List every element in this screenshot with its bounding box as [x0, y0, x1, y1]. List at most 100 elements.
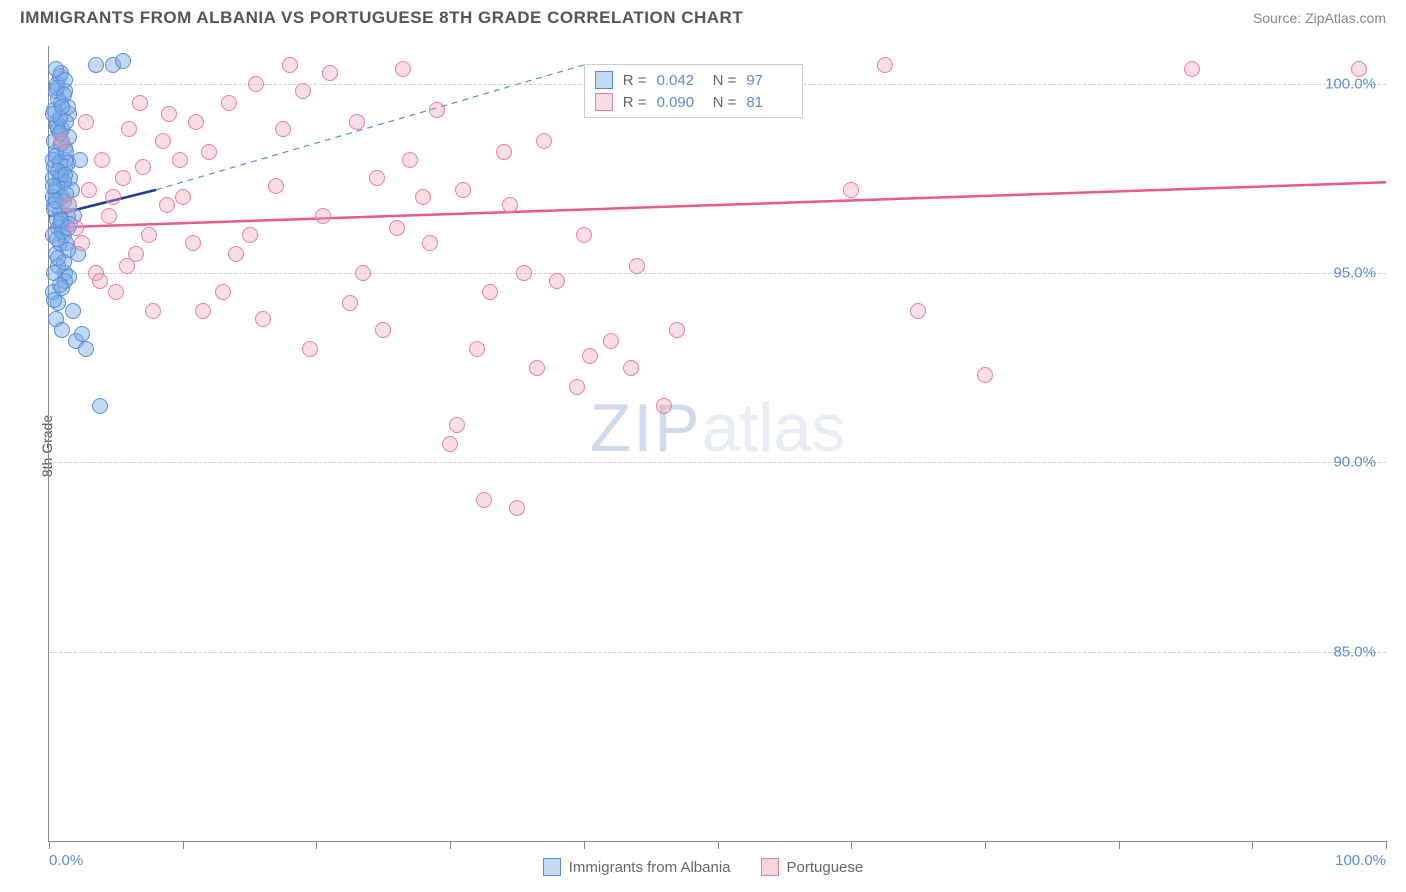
x-tick: [584, 841, 585, 849]
trend-lines: [49, 46, 1386, 841]
scatter-point: [88, 57, 104, 73]
scatter-point: [1184, 61, 1200, 77]
scatter-point: [282, 57, 298, 73]
scatter-point: [159, 197, 175, 213]
scatter-point: [115, 53, 131, 69]
scatter-point: [268, 178, 284, 194]
scatter-point: [603, 333, 619, 349]
scatter-point: [415, 189, 431, 205]
scatter-point: [275, 121, 291, 137]
scatter-point: [1351, 61, 1367, 77]
legend-swatch: [595, 71, 613, 89]
bottom-legend: Immigrants from AlbaniaPortuguese: [0, 858, 1406, 876]
scatter-point: [629, 258, 645, 274]
scatter-point: [175, 189, 191, 205]
scatter-point: [375, 322, 391, 338]
scatter-point: [389, 220, 405, 236]
watermark-zip: ZIP: [590, 390, 702, 466]
scatter-point: [576, 227, 592, 243]
scatter-point: [910, 303, 926, 319]
scatter-point: [623, 360, 639, 376]
r-label: R =: [623, 94, 647, 111]
scatter-point: [74, 326, 90, 342]
legend-swatch: [761, 858, 779, 876]
r-label: R =: [623, 72, 647, 89]
scatter-point: [582, 348, 598, 364]
y-tick-label: 100.0%: [1325, 75, 1376, 92]
n-value: 81: [746, 94, 792, 111]
x-tick: [985, 841, 986, 849]
correlation-legend: R =0.042N =97R =0.090N =81: [584, 64, 804, 118]
scatter-point: [52, 277, 68, 293]
legend-swatch: [543, 858, 561, 876]
scatter-point: [92, 398, 108, 414]
x-tick: [183, 841, 184, 849]
scatter-point: [78, 341, 94, 357]
grid-line: [49, 273, 1386, 274]
scatter-point: [50, 250, 66, 266]
source-prefix: Source:: [1253, 10, 1305, 26]
scatter-point: [78, 114, 94, 130]
scatter-point: [322, 65, 338, 81]
r-value: 0.042: [657, 72, 703, 89]
scatter-point: [442, 436, 458, 452]
scatter-point: [132, 95, 148, 111]
scatter-point: [569, 379, 585, 395]
scatter-point: [509, 500, 525, 516]
scatter-point: [669, 322, 685, 338]
scatter-point: [141, 227, 157, 243]
scatter-point: [349, 114, 365, 130]
r-value: 0.090: [657, 94, 703, 111]
scatter-point: [185, 235, 201, 251]
scatter-point: [121, 121, 137, 137]
scatter-point: [429, 102, 445, 118]
scatter-point: [228, 246, 244, 262]
scatter-point: [221, 95, 237, 111]
scatter-point: [422, 235, 438, 251]
scatter-point: [402, 152, 418, 168]
scatter-point: [172, 152, 188, 168]
scatter-point: [155, 133, 171, 149]
x-tick: [851, 841, 852, 849]
scatter-point: [115, 170, 131, 186]
scatter-point: [74, 235, 90, 251]
scatter-point: [342, 295, 358, 311]
n-label: N =: [713, 94, 737, 111]
scatter-point: [108, 284, 124, 300]
scatter-point: [94, 152, 110, 168]
legend-swatch: [595, 93, 613, 111]
scatter-point: [242, 227, 258, 243]
scatter-point: [248, 76, 264, 92]
scatter-point: [54, 133, 70, 149]
x-tick: [49, 841, 50, 849]
scatter-point: [369, 170, 385, 186]
chart-title: IMMIGRANTS FROM ALBANIA VS PORTUGUESE 8T…: [20, 8, 743, 28]
scatter-point: [469, 341, 485, 357]
scatter-point: [145, 303, 161, 319]
watermark: ZIPatlas: [590, 389, 845, 467]
scatter-point: [65, 303, 81, 319]
legend-row: R =0.042N =97: [595, 69, 793, 91]
scatter-point: [355, 265, 371, 281]
x-tick: [718, 841, 719, 849]
y-tick-label: 95.0%: [1333, 265, 1376, 282]
scatter-point: [161, 106, 177, 122]
scatter-point: [455, 182, 471, 198]
n-value: 97: [746, 72, 792, 89]
scatter-point: [529, 360, 545, 376]
scatter-point: [302, 341, 318, 357]
scatter-point: [72, 152, 88, 168]
scatter-point: [449, 417, 465, 433]
bottom-legend-item: Immigrants from Albania: [543, 858, 731, 876]
watermark-atlas: atlas: [702, 390, 846, 466]
scatter-point: [105, 189, 121, 205]
scatter-point: [119, 258, 135, 274]
x-tick: [450, 841, 451, 849]
scatter-point: [255, 311, 271, 327]
scatter-point: [656, 398, 672, 414]
scatter-point: [68, 220, 84, 236]
grid-line: [49, 462, 1386, 463]
y-tick-label: 85.0%: [1333, 643, 1376, 660]
scatter-point: [54, 322, 70, 338]
scatter-point: [516, 265, 532, 281]
